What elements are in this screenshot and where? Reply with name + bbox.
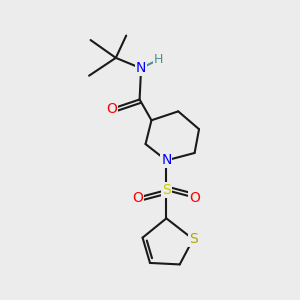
Text: S: S [189,232,197,246]
Text: O: O [133,190,143,205]
Text: O: O [106,102,117,116]
Text: O: O [189,190,200,205]
Text: N: N [136,61,146,75]
Text: N: N [161,153,172,167]
Text: H: H [154,53,164,66]
Text: S: S [162,183,171,197]
